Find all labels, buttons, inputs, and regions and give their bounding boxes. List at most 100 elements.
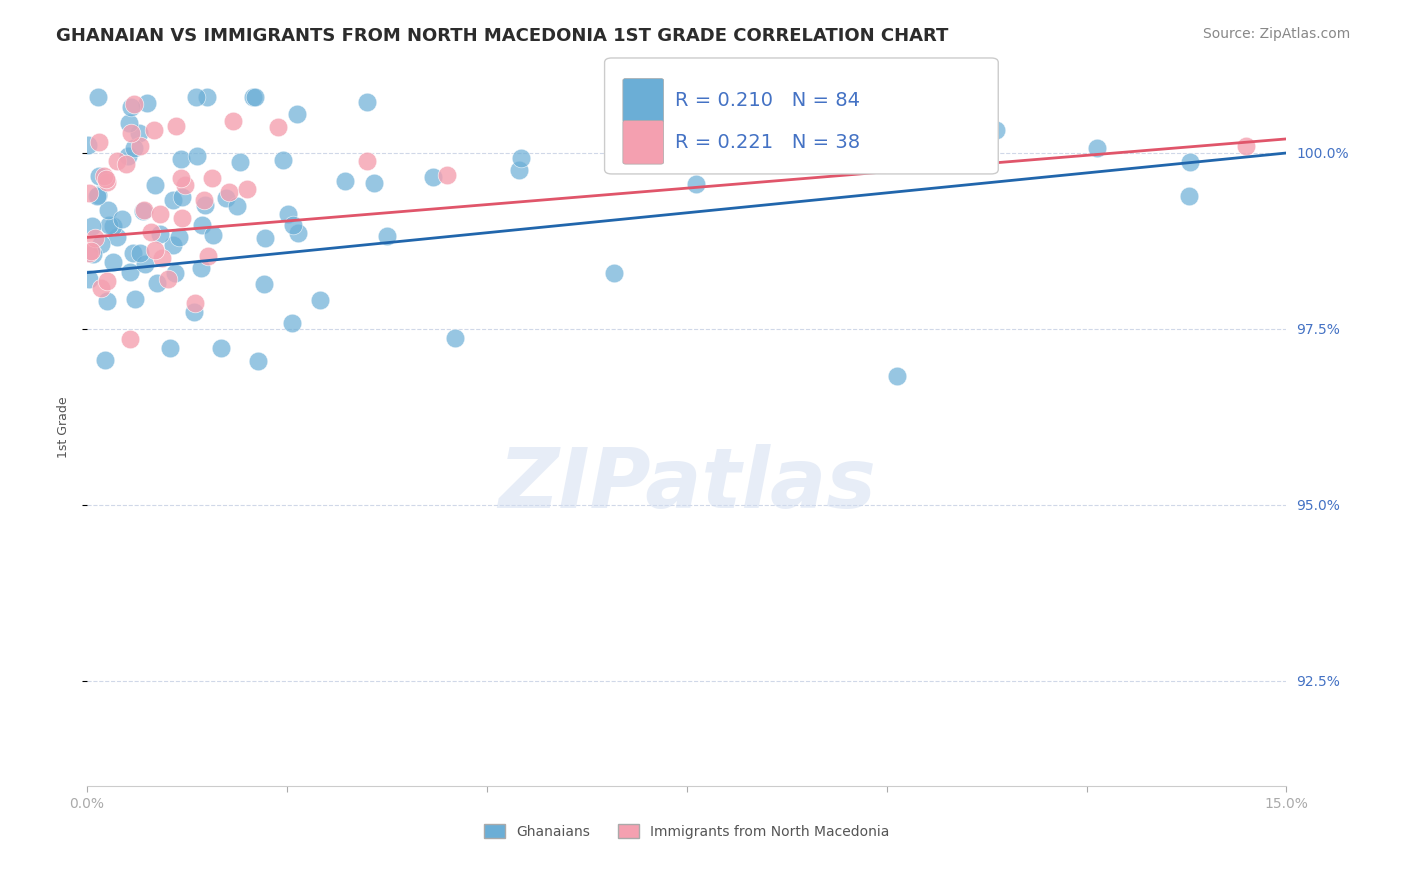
- Point: [80, 244, 103, 259]
- Point: [159, 341, 181, 355]
- Point: [1180, 155, 1202, 169]
- Point: [197, 249, 219, 263]
- Point: [105, 153, 128, 168]
- Point: [96, 175, 118, 189]
- Point: [1085, 141, 1108, 155]
- Point: [984, 123, 1007, 137]
- Point: [960, 89, 983, 103]
- Point: [128, 246, 150, 260]
- Point: [685, 178, 707, 192]
- Point: [96, 294, 118, 309]
- Point: [1178, 188, 1201, 202]
- Point: [953, 89, 976, 103]
- Point: [93, 169, 115, 183]
- Point: [165, 119, 187, 133]
- Point: [184, 295, 207, 310]
- Point: [128, 126, 150, 140]
- Point: [242, 89, 264, 103]
- Point: [143, 178, 166, 193]
- Point: [169, 152, 191, 166]
- Point: [134, 257, 156, 271]
- Point: [90, 237, 112, 252]
- Point: [120, 126, 142, 140]
- Point: [135, 95, 157, 110]
- Point: [254, 231, 277, 245]
- Point: [94, 171, 117, 186]
- Point: [87, 89, 110, 103]
- Point: [149, 227, 172, 241]
- Point: [122, 97, 145, 112]
- Point: [422, 169, 444, 184]
- Point: [94, 352, 117, 367]
- Point: [356, 154, 378, 169]
- Legend: Ghanaians, Immigrants from North Macedonia: Ghanaians, Immigrants from North Macedon…: [478, 818, 894, 844]
- Point: [253, 277, 276, 292]
- Point: [193, 193, 215, 207]
- Text: Source: ZipAtlas.com: Source: ZipAtlas.com: [1202, 27, 1350, 41]
- Text: R = 0.221   N = 38: R = 0.221 N = 38: [675, 133, 860, 153]
- Point: [79, 272, 101, 286]
- Point: [98, 219, 121, 233]
- Point: [236, 182, 259, 196]
- Point: [150, 251, 173, 265]
- Point: [146, 277, 169, 291]
- Point: [149, 207, 172, 221]
- Point: [82, 247, 104, 261]
- Point: [285, 107, 308, 121]
- Point: [335, 174, 357, 188]
- Point: [118, 116, 141, 130]
- Point: [183, 304, 205, 318]
- Point: [191, 219, 214, 233]
- Point: [226, 199, 249, 213]
- Point: [90, 280, 112, 294]
- Point: [122, 246, 145, 260]
- Point: [818, 89, 841, 103]
- Point: [77, 245, 100, 260]
- Point: [184, 89, 207, 103]
- Point: [200, 170, 222, 185]
- Point: [436, 168, 458, 182]
- Point: [86, 189, 108, 203]
- Point: [105, 230, 128, 244]
- Point: [83, 231, 105, 245]
- Point: [117, 149, 139, 163]
- Point: [77, 186, 100, 201]
- Point: [172, 211, 194, 226]
- Point: [87, 187, 110, 202]
- Point: [271, 153, 294, 167]
- Point: [156, 272, 179, 286]
- Point: [1236, 139, 1258, 153]
- Point: [309, 293, 332, 307]
- Point: [190, 261, 212, 276]
- Point: [247, 354, 270, 368]
- Point: [170, 170, 193, 185]
- Point: [186, 149, 208, 163]
- Point: [727, 135, 749, 149]
- Point: [132, 204, 155, 219]
- Point: [120, 332, 142, 346]
- Point: [201, 228, 224, 243]
- Point: [222, 114, 245, 128]
- Point: [195, 89, 218, 103]
- Point: [508, 162, 530, 177]
- Point: [139, 225, 162, 239]
- Point: [443, 331, 465, 345]
- Text: ZIPatlas: ZIPatlas: [498, 444, 876, 525]
- Text: GHANAIAN VS IMMIGRANTS FROM NORTH MACEDONIA 1ST GRADE CORRELATION CHART: GHANAIAN VS IMMIGRANTS FROM NORTH MACEDO…: [56, 27, 949, 45]
- Point: [267, 120, 290, 135]
- Text: R = 0.210   N = 84: R = 0.210 N = 84: [675, 91, 860, 111]
- Point: [510, 151, 533, 165]
- Point: [752, 89, 775, 103]
- Point: [281, 316, 304, 330]
- Point: [96, 274, 118, 288]
- Point: [375, 229, 398, 244]
- Point: [363, 176, 385, 190]
- Point: [214, 191, 236, 205]
- Point: [245, 89, 267, 103]
- Point: [124, 292, 146, 306]
- Point: [229, 155, 252, 169]
- Point: [167, 230, 190, 244]
- Point: [80, 219, 103, 234]
- Point: [162, 193, 184, 207]
- Point: [162, 238, 184, 252]
